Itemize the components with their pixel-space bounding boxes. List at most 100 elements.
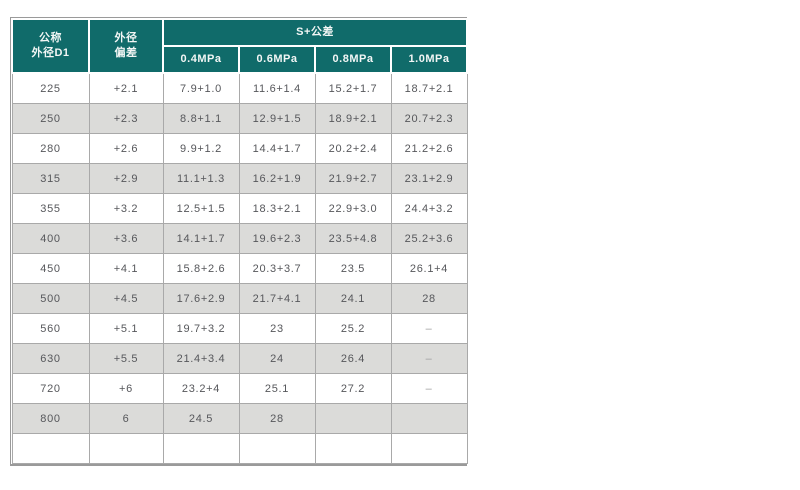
table-cell: +2.6 [88,133,164,164]
table-cell: 23.1+2.9 [390,163,468,194]
table-cell: 18.7+2.1 [390,72,468,104]
table-cell [314,403,392,434]
table-cell: 19.7+3.2 [162,313,240,344]
table-row: 500 +4.5 17.6+2.9 21.7+4.1 24.1 28 [11,283,468,314]
pipe-spec-table: 公称 外径D1 外径 偏差 S+公差 0.4MPa 0.6MPa 0.8MPa … [10,17,469,466]
table-cell [88,433,164,464]
table-cell: 21.4+3.4 [162,343,240,374]
table-cell: 23.2+4 [162,373,240,404]
table-cell: 7.9+1.0 [162,72,240,104]
table-cell: 27.2 [314,373,392,404]
table-cell: +2.3 [88,103,164,134]
table-cell: 11.6+1.4 [238,72,316,104]
table-cell: 225 [11,72,90,104]
table-cell: 24.4+3.2 [390,193,468,224]
col-header-od-deviation-line2: 偏差 [114,47,138,59]
table-row: 720 +6 23.2+4 25.1 27.2– [11,373,468,404]
col-header-nominal-od: 公称 外径D1 [11,18,90,74]
table-cell: 14.1+1.7 [162,223,240,254]
table-row: 450 +4.1 15.8+2.6 20.3+3.7 23.5 26.1+4 [11,253,468,284]
table-body: 225 +2.1 7.9+1.0 11.6+1.4 15.2+1.7 18.7+2.1 25… [11,72,468,464]
table-cell: 15.8+2.6 [162,253,240,284]
table-cell: 17.6+2.9 [162,283,240,314]
table-cell: 28 [390,283,468,314]
table-header: 公称 外径D1 外径 偏差 S+公差 0.4MPa 0.6MPa 0.8MPa … [11,18,469,74]
table-cell: 9.9+1.2 [162,133,240,164]
table-cell: 16.2+1.9 [238,163,316,194]
table-row: 800 6 24.5 28 [11,403,468,434]
col-header-0.4mpa: 0.4MPa [162,45,240,74]
table-cell: 450 [11,253,90,284]
table-cell: 26.1+4 [390,253,468,284]
table-cell: 25.2+3.6 [390,223,468,254]
col-header-od-deviation: 外径 偏差 [88,18,164,74]
col-header-nominal-od-line1: 公称 [39,32,62,45]
table-cell: 21.9+2.7 [314,163,392,194]
table-cell: 24.1 [314,283,392,314]
table-cell: 21.2+2.6 [390,133,468,164]
table-cell [390,403,468,434]
table-cell: 20.7+2.3 [390,103,468,134]
table-cell: 250 [11,103,90,134]
table-cell: 22.9+3.0 [314,193,392,224]
table-row: 250 +2.3 8.8+1.1 12.9+1.5 18.9+2.1 20.7+2.3 [11,103,468,134]
table-cell: 355 [11,193,90,224]
col-group-header-s-tolerance: S+公差 [161,18,469,47]
table-cell: +3.2 [88,193,164,224]
table-cell: 23 [238,313,316,344]
table-cell: 20.2+2.4 [314,133,392,164]
table-cell: +5.5 [88,343,164,374]
table-cell: 500 [11,283,90,314]
table-cell: 400 [11,223,90,254]
table-cell: 23.5 [314,253,392,284]
table-cell [11,433,90,464]
table-cell: +6 [88,373,164,404]
table-cell: 315 [11,163,90,194]
table-row: 355 +3.2 12.5+1.5 18.3+2.1 22.9+3.0 24.4+3.2 [11,193,468,224]
table-cell: 21.7+4.1 [238,283,316,314]
table-cell: 25.1 [238,373,316,404]
table-cell: 23.5+4.8 [314,223,392,254]
table-cell: – [390,373,468,404]
table-row: 400 +3.6 14.1+1.7 19.6+2.3 23.5+4.8 25.2+3.6 [11,223,468,254]
table-row: 225 +2.1 7.9+1.0 11.6+1.4 15.2+1.7 18.7+2.1 [11,72,468,104]
table-row: 560 +5.1 19.7+3.2 23 25.2– [11,313,468,344]
col-header-0.8mpa: 0.8MPa [314,45,392,74]
table-cell: 14.4+1.7 [238,133,316,164]
table-cell: 18.9+2.1 [314,103,392,134]
col-header-od-deviation-line1: 外径 [114,32,138,45]
table-row: 315 +2.9 11.1+1.3 16.2+1.9 21.9+2.7 23.1+2.9 [11,163,468,194]
table-cell: 800 [11,403,90,434]
table-cell: 560 [11,313,90,344]
table-cell [390,433,468,464]
table-row: 280 +2.6 9.9+1.2 14.4+1.7 20.2+2.4 21.2+2.6 [11,133,468,164]
header-row-pressures: 0.4MPa 0.6MPa 0.8MPa 1.0MPa [12,45,469,74]
table-cell: – [390,343,468,374]
table-cell: 19.6+2.3 [238,223,316,254]
table-cell: 8.8+1.1 [162,103,240,134]
table-cell [162,433,240,464]
table-cell: 25.2 [314,313,392,344]
table-cell: 18.3+2.1 [238,193,316,224]
table-cell: 20.3+3.7 [238,253,316,284]
header-row-group: 公称 外径D1 外径 偏差 S+公差 [11,18,469,74]
spec-table: 公称 外径D1 外径 偏差 S+公差 0.4MPa 0.6MPa 0.8MPa … [11,18,469,464]
table-cell: 12.9+1.5 [238,103,316,134]
table-cell: +3.6 [88,223,164,254]
table-cell: 26.4 [314,343,392,374]
col-header-nominal-od-line2: 外径D1 [31,47,70,59]
table-cell [238,433,316,464]
table-cell: 28 [238,403,316,434]
table-cell: – [390,313,468,344]
table-cell: +2.1 [88,72,164,104]
col-header-1.0mpa: 1.0MPa [389,45,469,74]
table-cell: 6 [88,403,164,434]
table-cell: 24.5 [162,403,240,434]
table-cell: 280 [11,133,90,164]
table-cell [314,433,392,464]
table-row: 630 +5.5 21.4+3.4 24 26.4– [11,343,468,374]
table-cell: 720 [11,373,90,404]
col-header-0.6mpa: 0.6MPa [238,45,316,74]
table-cell: +2.9 [88,163,164,194]
